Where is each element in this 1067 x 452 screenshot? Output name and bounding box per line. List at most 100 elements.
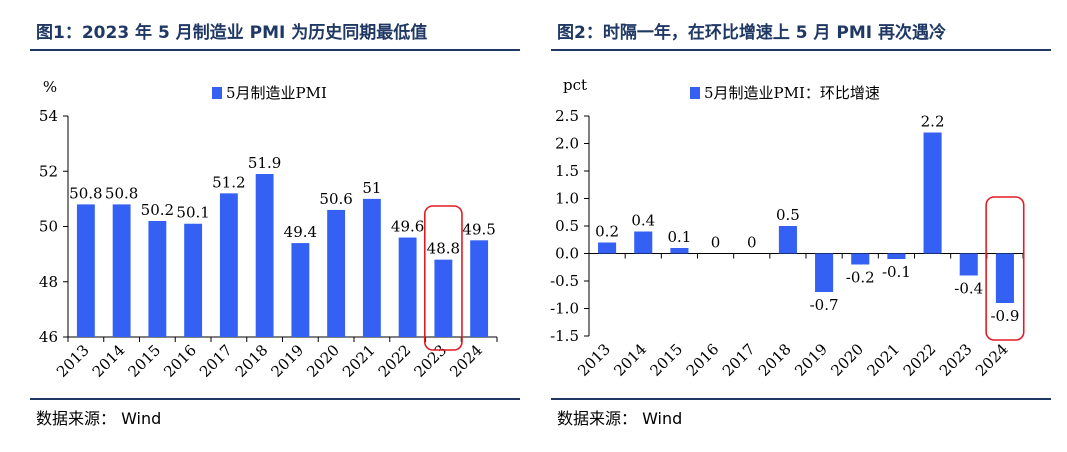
left-bar-2017 [219,193,238,337]
right-data-label-2021: -0.1 [882,263,911,281]
right-x-tick-label-2015: 2015 [647,340,687,380]
right-data-label-2017: 0 [747,234,757,252]
left-data-label-2017: 51.2 [212,173,245,191]
right-data-label-2019: -0.7 [810,296,839,314]
left-bar-2021 [362,198,381,337]
right-x-tick-label-2016: 2016 [683,340,723,380]
right-highlight-box [985,196,1025,341]
left-bar-2013 [76,204,95,337]
right-y-tick-label: 2.0 [555,135,579,153]
right-legend-swatch [690,87,700,99]
left-x-tick-label-2013: 2013 [53,341,93,381]
left-x-tick-label-2019: 2019 [267,341,307,381]
right-source-rule [551,398,1051,400]
left-x-tick-label-2017: 2017 [196,341,236,381]
left-bar-2016 [184,223,203,337]
left-data-label-2018: 51.9 [248,154,281,172]
right-pmi-mom-bar-chart: -1.5 -1.0 -0.5 0.0 0.5 1.0 1.5 2.0 2.5 pct 5月制造业PM… [550,76,1025,380]
left-data-label-2023: 48.8 [427,240,460,258]
right-x-tick-label-2023: 2023 [936,340,976,380]
left-data-label-2022: 49.6 [391,218,424,236]
left-x-tick-label-2021: 2021 [339,341,379,381]
right-data-label-2014: 0.4 [631,212,655,230]
left-source-rule [30,398,520,400]
left-title-rule [30,49,520,51]
left-data-label-2016: 50.1 [176,204,209,222]
left-x-tick-label-2018: 2018 [232,341,272,381]
right-bar-2015 [670,248,689,254]
left-bar-2018 [255,174,274,337]
right-x-tick-label-2022: 2022 [900,340,940,380]
right-y-tick-label: -0.5 [550,272,579,290]
left-x-tick-label-2020: 2020 [303,341,343,381]
left-figure-title: 图1：2023 年 5 月制造业 PMI 为历史同期最低值 [36,23,428,43]
right-bar-2023 [959,253,978,276]
left-data-label-2024: 49.5 [462,220,495,238]
right-y-tick-label: 0.5 [555,217,579,235]
left-bar-2019 [291,243,310,337]
left-bar-2015 [148,220,167,337]
right-bar-2013 [598,242,617,254]
right-data-label-2016: 0 [711,234,721,252]
right-source-note: 数据来源： Wind [557,409,683,428]
left-figure-panel: 图1：2023 年 5 月制造业 PMI 为历史同期最低值 46 48 50 52 54… [0,0,530,452]
right-legend-label: 5月制造业PMI：环比增速 [704,84,880,102]
right-y-tick-label: -1.0 [550,300,579,318]
right-x-tick-label-2021: 2021 [864,340,904,380]
right-bar-2024 [995,253,1014,303]
left-highlight-box [423,205,463,351]
right-y-unit-label: pct [563,76,587,94]
left-x-tick-label-2016: 2016 [160,341,200,381]
left-bar-2022 [398,237,417,337]
left-y-tick-label: 52 [39,162,58,180]
right-figure-title: 图2：时隔一年，在环比增速上 5 月 PMI 再次遇冷 [557,23,947,43]
right-figure-panel: 图2：时隔一年，在环比增速上 5 月 PMI 再次遇冷 -1.5 -1.0 -0.5… [545,0,1067,452]
left-data-label-2014: 50.8 [105,184,138,202]
right-data-label-2015: 0.1 [667,228,691,246]
right-x-tick-label-2019: 2019 [791,340,831,380]
right-bar-2019 [815,253,834,292]
left-bar-2024 [470,240,489,337]
left-bar-2014 [112,204,131,337]
right-data-label-2013: 0.2 [595,223,619,241]
right-bar-2018 [778,226,797,254]
right-y-tick-label: 1.0 [555,190,579,208]
left-data-label-2013: 50.8 [69,184,102,202]
right-data-label-2020: -0.2 [846,269,875,287]
right-data-label-2022: 2.2 [921,113,945,131]
left-x-tick-label-2024: 2024 [446,341,486,381]
left-y-tick-label: 46 [39,328,58,346]
right-bar-2021 [887,253,906,259]
right-x-tick-label-2024: 2024 [972,340,1012,380]
left-data-label-2021: 51 [362,179,381,197]
left-data-label-2015: 50.2 [141,201,174,219]
left-bar-2020 [327,209,346,337]
right-y-tick-label: 2.5 [555,107,579,125]
left-data-label-2019: 49.4 [284,223,317,241]
left-data-label-2020: 50.6 [319,190,352,208]
left-x-tick-label-2023: 2023 [410,341,450,381]
right-title-rule [551,49,1051,51]
left-legend-label: 5月制造业PMI [226,84,327,102]
left-x-tick-label-2015: 2015 [124,341,164,381]
left-bar-2023 [434,259,453,337]
right-bar-2022 [923,132,942,254]
right-x-tick-label-2013: 2013 [574,340,614,380]
left-y-tick-label: 54 [39,107,58,125]
right-data-label-2023: -0.4 [954,280,983,298]
right-y-tick-label: 1.5 [555,162,579,180]
right-y-tick-label: 0.0 [555,245,579,263]
left-x-tick-label-2022: 2022 [375,341,415,381]
left-y-unit-label: % [43,78,57,96]
left-source-note: 数据来源： Wind [36,409,162,428]
right-x-tick-label-2018: 2018 [755,340,795,380]
right-data-label-2024: -0.9 [990,307,1019,325]
right-bar-2020 [851,253,870,265]
left-x-tick-label-2014: 2014 [89,341,129,381]
left-y-tick-label: 48 [39,273,58,291]
right-y-tick-label: -1.5 [550,327,579,345]
right-bar-2014 [634,231,653,254]
left-pmi-bar-chart: 46 48 50 52 54% 5月制造业PMI 50.8 2013 50.8 2014 50.2 2… [39,78,498,381]
right-x-tick-label-2014: 2014 [610,340,650,380]
right-x-tick-label-2017: 2017 [719,340,759,380]
